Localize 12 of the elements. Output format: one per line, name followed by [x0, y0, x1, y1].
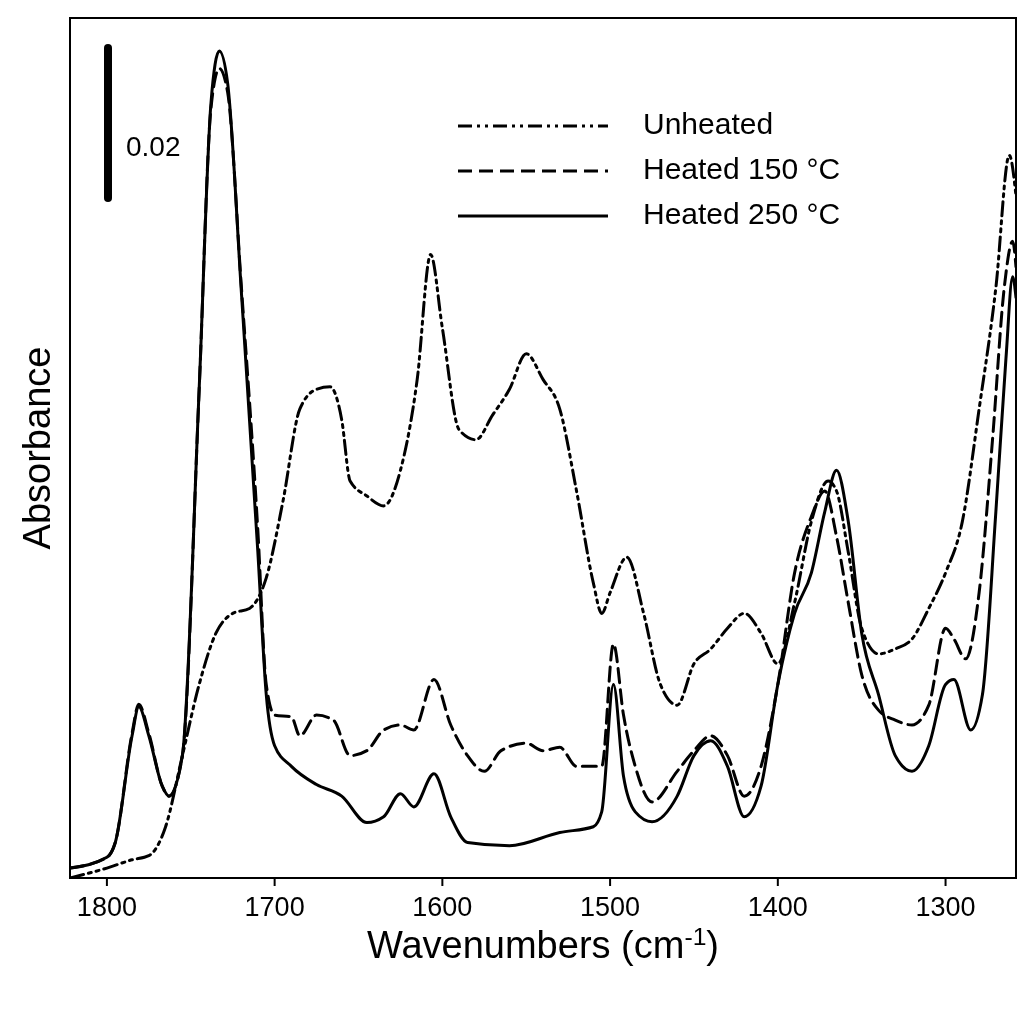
x-axis-title: Wavenumbers (cm$^{-1}$) — [366, 922, 720, 966]
x-tick-label: 1700 — [244, 892, 305, 922]
legend-label: Unheated — [643, 106, 774, 140]
x-tick-label: 1800 — [76, 892, 137, 922]
x-tick-label: 1600 — [412, 892, 473, 922]
annotation: 0.02 — [126, 131, 181, 162]
x-tick-label: 1300 — [915, 892, 976, 922]
x-tick-label: 1400 — [747, 892, 808, 922]
y-axis-title: Absorbance — [16, 346, 58, 550]
legend-label: Heated 250 °C — [643, 196, 841, 230]
legend-label: Heated 150 °C — [643, 151, 841, 185]
x-tick-label: 1500 — [580, 892, 641, 922]
